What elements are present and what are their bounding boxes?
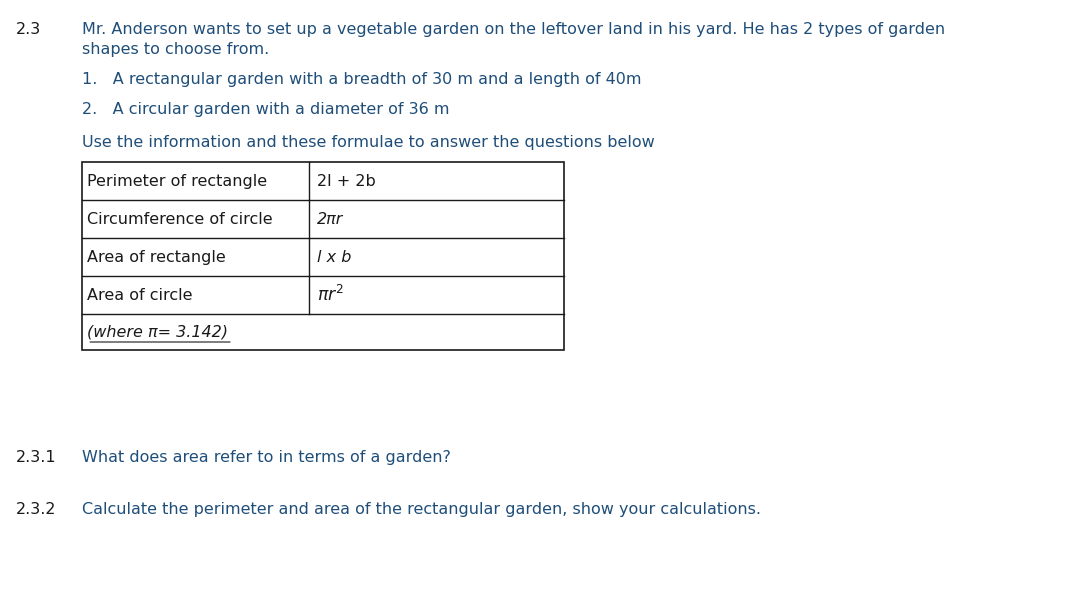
Text: 2πr: 2πr [317, 211, 343, 227]
Text: l x b: l x b [317, 249, 351, 264]
Text: 2.3.2: 2.3.2 [16, 502, 57, 517]
Text: 2l + 2b: 2l + 2b [317, 174, 375, 188]
Text: 2.   A circular garden with a diameter of 36 m: 2. A circular garden with a diameter of … [82, 102, 450, 117]
Text: Area of circle: Area of circle [87, 288, 193, 302]
Text: 2.3.1: 2.3.1 [16, 450, 57, 465]
Text: Perimeter of rectangle: Perimeter of rectangle [87, 174, 267, 188]
Text: 2.3: 2.3 [16, 22, 42, 37]
Text: Calculate the perimeter and area of the rectangular garden, show your calculatio: Calculate the perimeter and area of the … [82, 502, 761, 517]
Text: Mr. Anderson wants to set up a vegetable garden on the leftover land in his yard: Mr. Anderson wants to set up a vegetable… [82, 22, 945, 37]
Text: Circumference of circle: Circumference of circle [87, 211, 273, 227]
Text: What does area refer to in terms of a garden?: What does area refer to in terms of a ga… [82, 450, 451, 465]
Text: Area of rectangle: Area of rectangle [87, 249, 226, 264]
Text: $\pi r^2$: $\pi r^2$ [317, 285, 344, 305]
Text: (where π= 3.142): (where π= 3.142) [87, 325, 229, 339]
Text: shapes to choose from.: shapes to choose from. [82, 42, 270, 57]
Bar [82, 162, 564, 350]
Text: Use the information and these formulae to answer the questions below: Use the information and these formulae t… [82, 135, 654, 150]
Text: 1.   A rectangular garden with a breadth of 30 m and a length of 40m: 1. A rectangular garden with a breadth o… [82, 72, 641, 87]
